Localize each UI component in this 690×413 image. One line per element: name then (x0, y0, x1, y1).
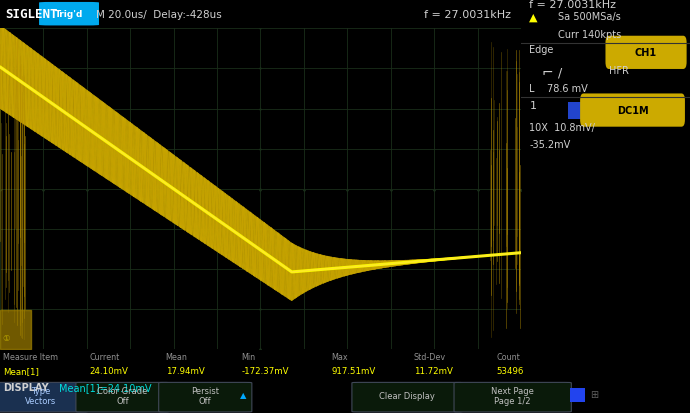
Text: ⌐: ⌐ (541, 64, 553, 78)
Bar (569, 102, 582, 119)
Text: Std-Dev: Std-Dev (414, 352, 446, 361)
Text: Type
Vectors: Type Vectors (26, 386, 57, 405)
Text: Current: Current (90, 352, 120, 361)
Text: Count: Count (497, 352, 520, 361)
Text: ①: ① (3, 334, 10, 343)
FancyBboxPatch shape (580, 94, 685, 127)
Bar (570, 388, 585, 402)
Text: M 20.0us/  Delay:-428us: M 20.0us/ Delay:-428us (97, 9, 222, 20)
Text: Edge: Edge (529, 45, 554, 55)
FancyBboxPatch shape (76, 382, 169, 412)
Text: f = 27.0031kHz: f = 27.0031kHz (424, 9, 511, 20)
FancyBboxPatch shape (352, 382, 462, 412)
Text: Color Grade
Off: Color Grade Off (97, 386, 148, 405)
FancyBboxPatch shape (0, 382, 88, 412)
Text: 53496: 53496 (497, 366, 524, 375)
Text: Measure Item: Measure Item (3, 352, 59, 361)
Text: Mean[1]=24.10mV: Mean[1]=24.10mV (59, 382, 151, 392)
Text: ▲: ▲ (239, 390, 246, 399)
Text: L    78.6 mV: L 78.6 mV (529, 84, 588, 94)
Text: Persist
Off: Persist Off (191, 386, 219, 405)
Text: ▲: ▲ (529, 12, 538, 22)
Text: DC1M: DC1M (617, 106, 649, 116)
Text: 11.72mV: 11.72mV (414, 366, 453, 375)
Text: Mean: Mean (166, 352, 188, 361)
Text: 1: 1 (529, 101, 536, 111)
Text: 17.94mV: 17.94mV (166, 366, 204, 375)
Text: f = 27.0031kHz: f = 27.0031kHz (529, 0, 616, 10)
Text: SIGLENT: SIGLENT (6, 8, 58, 21)
FancyBboxPatch shape (159, 382, 252, 412)
Text: DISPLAY: DISPLAY (3, 382, 49, 392)
Text: -35.2mV: -35.2mV (529, 140, 571, 150)
Text: 24.10mV: 24.10mV (90, 366, 128, 375)
FancyBboxPatch shape (606, 37, 687, 70)
Text: 917.51mV: 917.51mV (331, 366, 375, 375)
Text: Next Page
Page 1/2: Next Page Page 1/2 (491, 386, 534, 405)
Text: /: / (558, 66, 562, 79)
Text: Min: Min (241, 352, 255, 361)
Text: Clear Display: Clear Display (380, 391, 435, 400)
Text: Max: Max (331, 352, 348, 361)
FancyBboxPatch shape (39, 3, 99, 26)
Text: Mean[1]: Mean[1] (3, 366, 39, 375)
Text: Curr 140kpts: Curr 140kpts (558, 30, 622, 40)
FancyBboxPatch shape (454, 382, 571, 412)
Text: Trig'd: Trig'd (55, 9, 83, 19)
Text: -172.37mV: -172.37mV (241, 366, 289, 375)
Text: Sa 500MSa/s: Sa 500MSa/s (558, 12, 621, 22)
Text: CH1: CH1 (635, 48, 657, 58)
Text: 10X  10.8mV/: 10X 10.8mV/ (529, 123, 595, 133)
Text: ⊞: ⊞ (590, 389, 598, 399)
Text: HFR: HFR (609, 66, 629, 76)
